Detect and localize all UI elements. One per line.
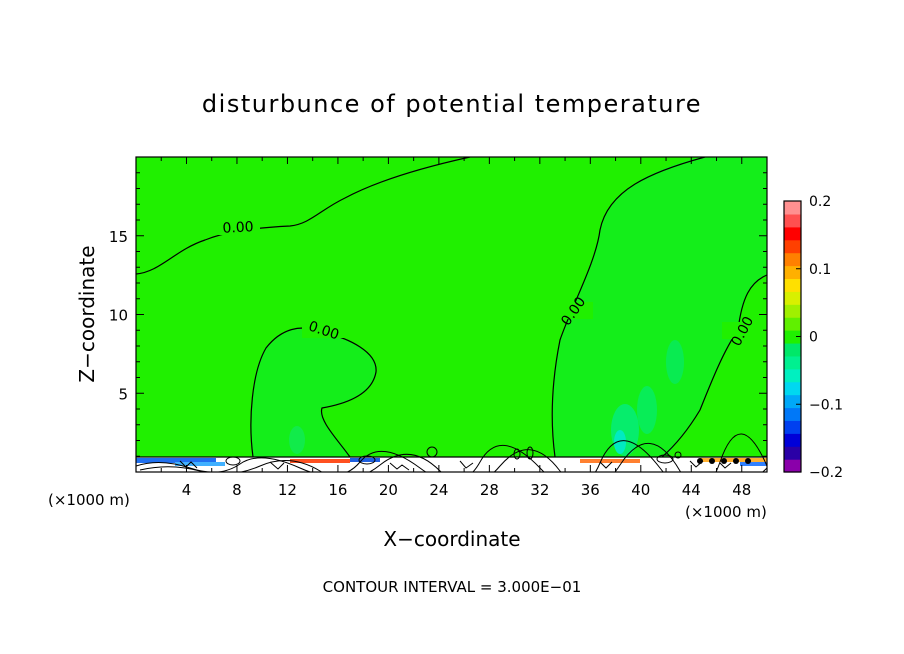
colorbar-cell	[784, 330, 801, 344]
x-tick-label: 40	[631, 481, 650, 499]
colorbar-cell	[784, 304, 801, 318]
x-tick-label: 28	[480, 481, 499, 499]
colorbar-cell	[784, 317, 801, 331]
colorbar-cell	[784, 265, 801, 280]
contour-label-group: 0.00 0.00 0.00 0.00	[216, 218, 762, 349]
colorbar-cell	[784, 368, 801, 383]
x-axis-label: X−coordinate	[383, 527, 520, 551]
x-unit-right: (×1000 m)	[685, 503, 767, 521]
contour-zero-far-right	[661, 274, 767, 458]
colorbar-tick-label: 0.2	[809, 194, 831, 210]
contour-label-upper: 0.00	[222, 219, 254, 237]
cyan-spot-5	[614, 430, 626, 454]
x-axis-ticks: 4 8 12 16 20 24 28 32 36 40 44 48	[160, 157, 751, 499]
plot-area	[136, 157, 767, 472]
y-axis-label: Z−coordinate	[75, 245, 99, 382]
colorbar-cell	[784, 201, 801, 215]
colorbar: 0.2 0.1 0 −0.1 −0.2	[783, 194, 843, 481]
colorbar-tick-label: 0.1	[809, 262, 831, 278]
x-tick-label: 4	[182, 481, 192, 499]
colorbar-cell	[784, 433, 801, 447]
contour-zero-left	[250, 327, 377, 458]
y-axis-ticks: 5 10 15	[109, 172, 767, 457]
colorbar-cell	[784, 291, 801, 305]
cyan-spot-3	[637, 386, 657, 434]
x-tick-label: 12	[278, 481, 297, 499]
cyan-spot-1	[289, 426, 305, 454]
x-tick-label: 16	[328, 481, 347, 499]
x-tick-label: 24	[429, 481, 448, 499]
colorbar-ticks: 0.2 0.1 0 −0.1 −0.2	[796, 194, 843, 481]
colorbar-cell	[784, 239, 801, 254]
x-tick-label: 20	[379, 481, 398, 499]
colorbar-cells	[784, 201, 801, 473]
colorbar-cell	[784, 355, 801, 370]
x-tick-label: 32	[530, 481, 549, 499]
x-tick-label: 36	[581, 481, 600, 499]
y-tick-label: 5	[118, 385, 128, 403]
x-unit-left: (×1000 m)	[48, 491, 130, 509]
colorbar-cell	[784, 407, 801, 421]
colorbar-cell	[784, 342, 801, 357]
negative-region-right	[552, 157, 767, 460]
chart-title: disturbunce of potential temperature	[202, 90, 702, 118]
colorbar-tick-label: 0	[809, 330, 818, 346]
colorbar-cell	[784, 459, 801, 473]
colorbar-cell	[784, 394, 801, 409]
negative-region-left	[250, 327, 377, 458]
contour-zero-upper	[136, 157, 471, 275]
colorbar-cell	[784, 213, 801, 228]
surface-band	[136, 433, 767, 472]
y-tick-label: 10	[109, 307, 128, 325]
colorbar-cell	[784, 226, 801, 241]
colorbar-tick-label: −0.1	[809, 397, 843, 413]
x-tick-label: 44	[682, 481, 701, 499]
y-tick-label: 15	[109, 228, 128, 246]
cyan-spot-4	[666, 340, 684, 384]
colorbar-cell	[784, 252, 801, 267]
colorbar-cell	[784, 420, 801, 434]
contour-zero-right	[551, 157, 706, 458]
contour-interval-note: CONTOUR INTERVAL = 3.000E−01	[323, 578, 582, 596]
x-tick-label: 8	[232, 481, 242, 499]
colorbar-tick-label: −0.2	[809, 465, 843, 481]
colorbar-cell	[784, 278, 801, 292]
colorbar-cell	[784, 381, 801, 396]
x-tick-label: 48	[732, 481, 751, 499]
colorbar-cell	[784, 446, 801, 460]
